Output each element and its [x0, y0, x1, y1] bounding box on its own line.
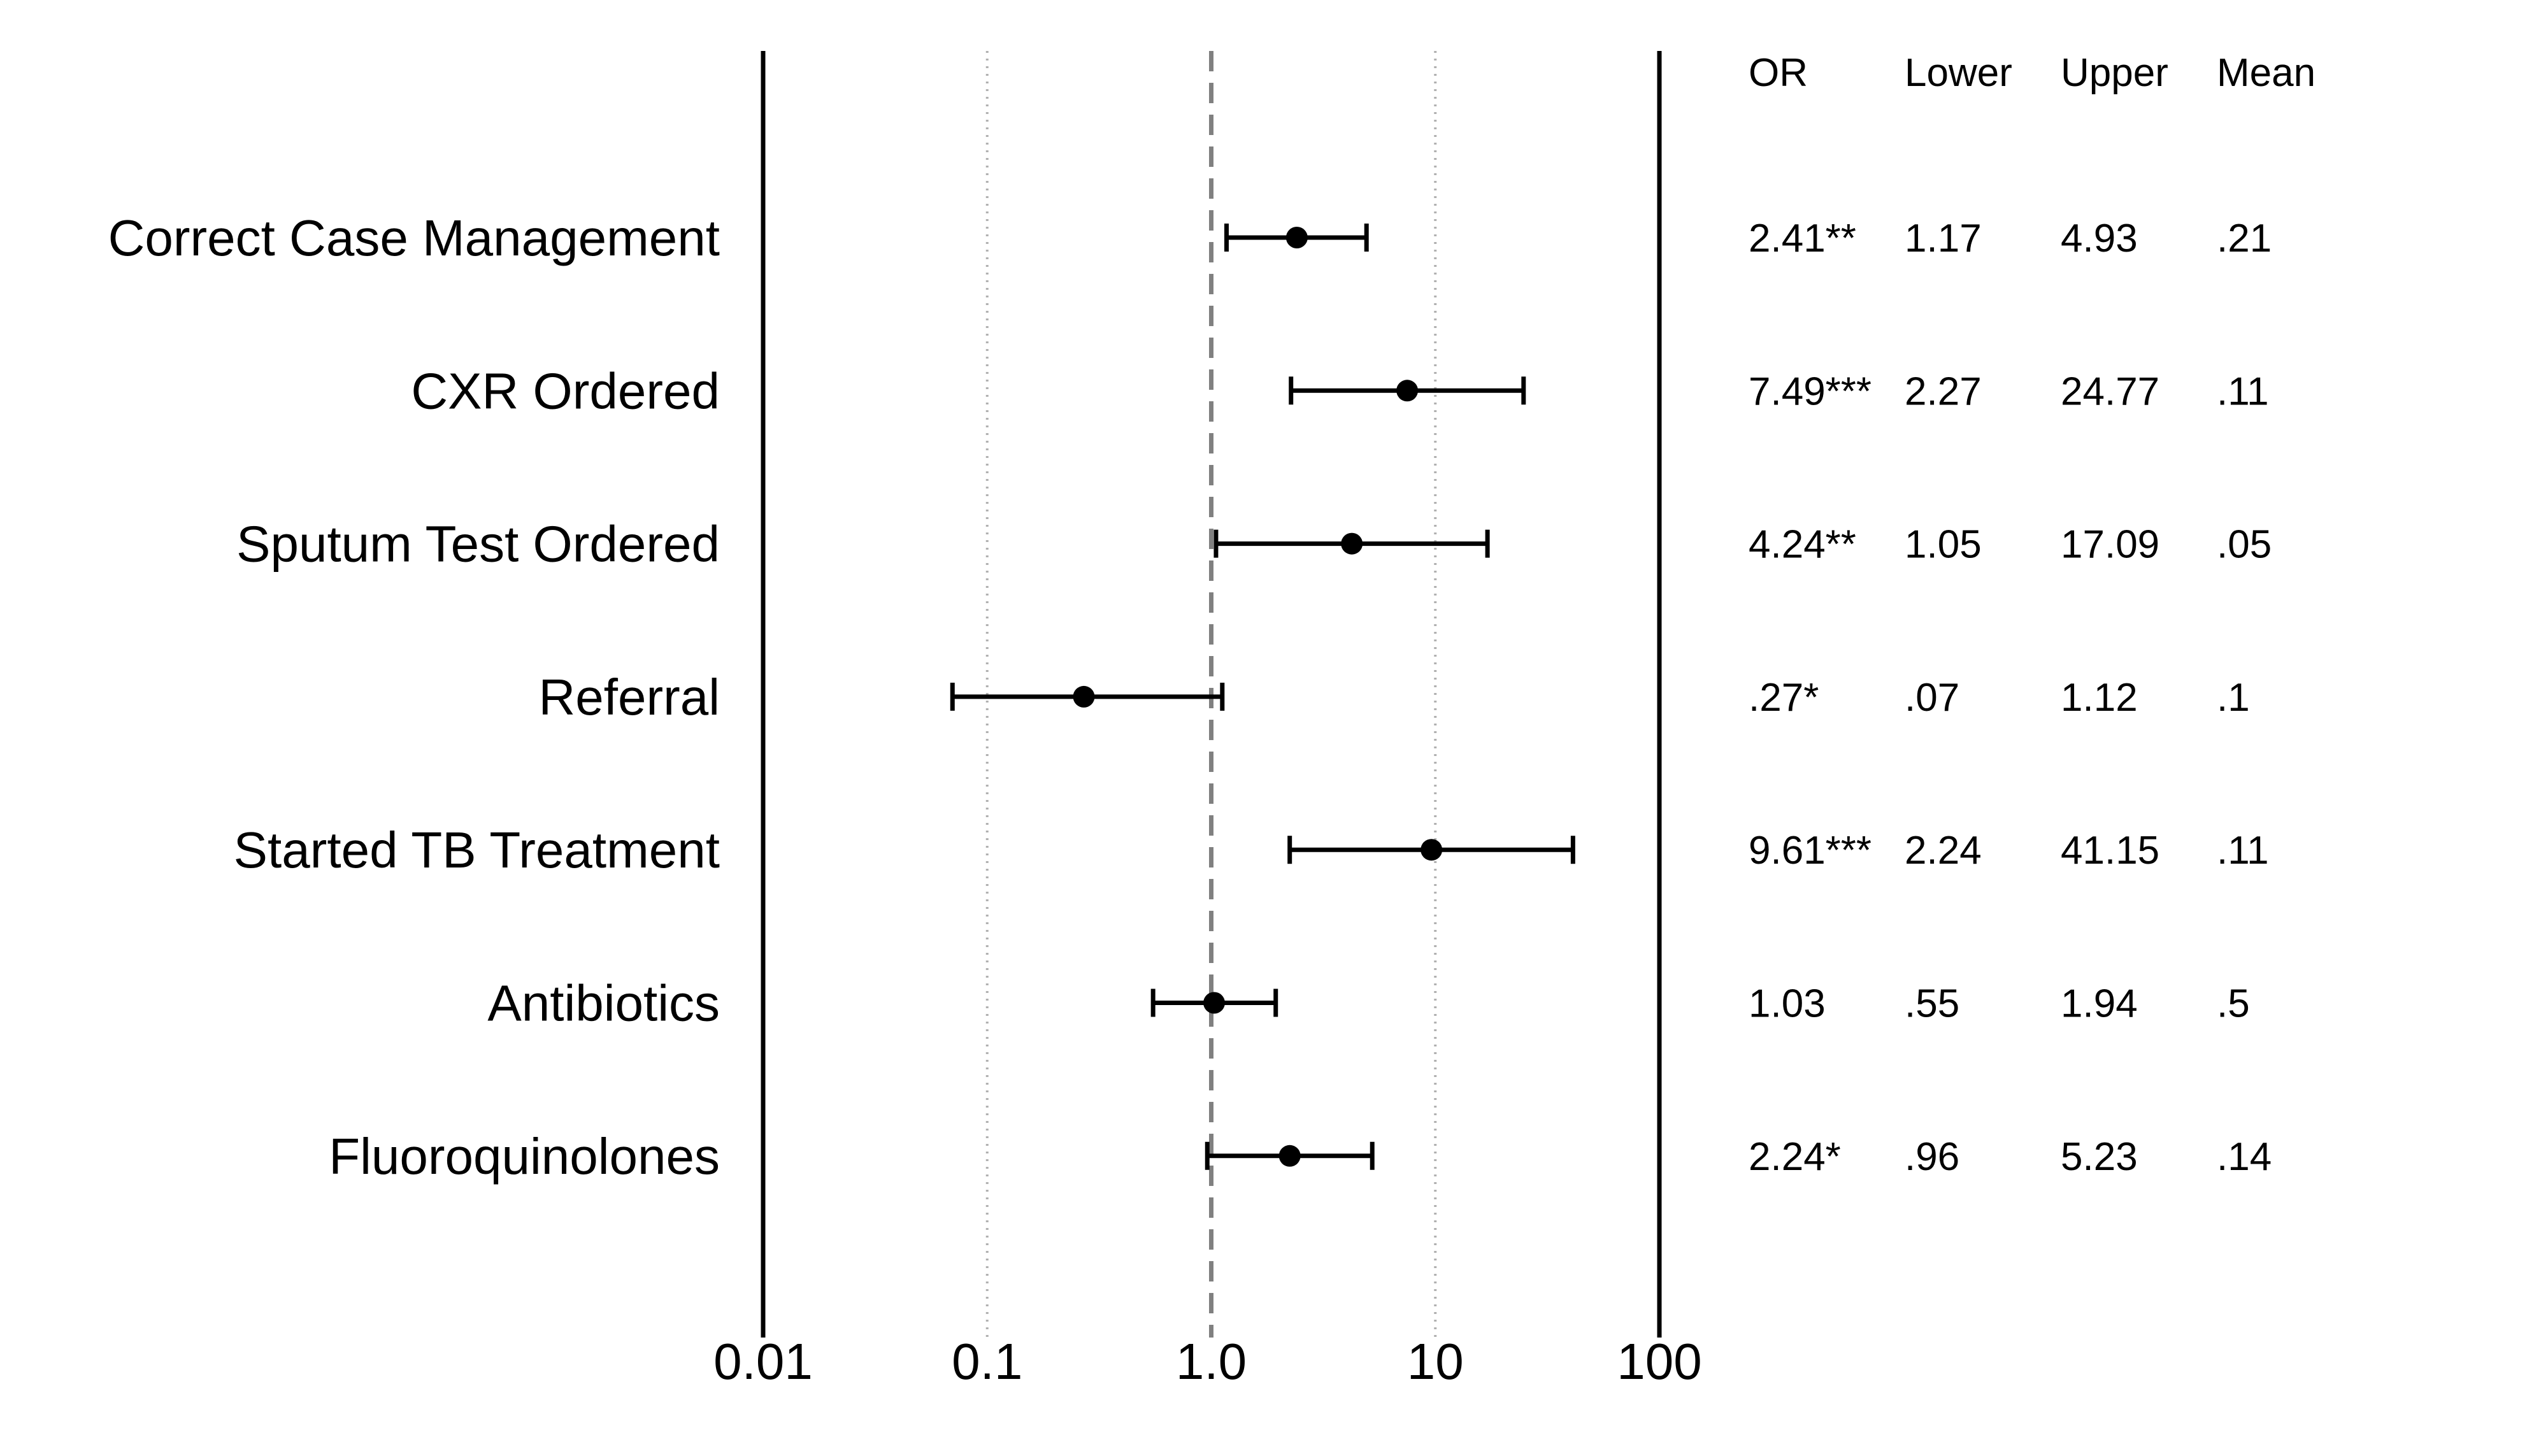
cell-or: 2.24* — [1749, 1135, 1841, 1179]
cell-lower: 1.17 — [1905, 217, 1982, 261]
cell-or: .27* — [1749, 676, 1819, 720]
point-estimate — [1073, 685, 1095, 708]
cell-lower: 1.05 — [1905, 523, 1982, 567]
cell-upper: 4.93 — [2061, 217, 2138, 261]
point-estimate — [1421, 839, 1443, 861]
cell-upper: 1.12 — [2061, 676, 2138, 720]
header-lower: Lower — [1905, 51, 2012, 95]
row-label: Started TB Treatment — [234, 822, 720, 878]
cell-mean: .1 — [2217, 676, 2250, 720]
cell-upper: 1.94 — [2061, 982, 2138, 1026]
cell-lower: 2.24 — [1905, 829, 1982, 873]
row-label: Referral — [538, 669, 720, 725]
cell-mean: .14 — [2217, 1135, 2272, 1179]
point-estimate — [1278, 1145, 1301, 1167]
cell-upper: 5.23 — [2061, 1135, 2138, 1179]
cell-mean: .21 — [2217, 217, 2272, 261]
point-estimate — [1203, 992, 1226, 1014]
point-estimate — [1285, 227, 1308, 248]
cell-or: 9.61*** — [1749, 829, 1872, 873]
cell-mean: .05 — [2217, 523, 2272, 567]
x-tick-label: 0.01 — [713, 1333, 813, 1390]
row-label: Fluoroquinolones — [329, 1128, 720, 1185]
cell-mean: .5 — [2217, 982, 2250, 1026]
row-label: CXR Ordered — [411, 362, 720, 419]
header-mean: Mean — [2217, 51, 2315, 95]
cell-lower: .55 — [1905, 982, 1959, 1026]
cell-lower: .96 — [1905, 1135, 1959, 1179]
row-label: Antibiotics — [487, 975, 720, 1032]
cell-upper: 17.09 — [2061, 523, 2159, 567]
x-tick-label: 0.1 — [952, 1333, 1022, 1390]
cell-mean: .11 — [2217, 369, 2269, 413]
cell-or: 1.03 — [1749, 982, 1826, 1026]
cell-mean: .11 — [2217, 829, 2269, 873]
row-label: Sputum Test Ordered — [236, 516, 720, 573]
cell-upper: 41.15 — [2061, 829, 2159, 873]
header-or: OR — [1749, 51, 1808, 95]
point-estimate — [1341, 532, 1363, 555]
x-tick-label: 100 — [1617, 1333, 1701, 1390]
x-tick-label: 1.0 — [1176, 1333, 1247, 1390]
cell-upper: 24.77 — [2061, 369, 2159, 413]
header-upper: Upper — [2061, 51, 2168, 95]
cell-lower: .07 — [1905, 676, 1959, 720]
cell-or: 2.41** — [1749, 217, 1856, 261]
x-tick-label: 10 — [1407, 1333, 1464, 1390]
cell-or: 4.24** — [1749, 523, 1856, 567]
cell-lower: 2.27 — [1905, 369, 1982, 413]
cell-or: 7.49*** — [1749, 369, 1872, 413]
row-label: Correct Case Management — [108, 210, 720, 266]
point-estimate — [1396, 380, 1419, 402]
